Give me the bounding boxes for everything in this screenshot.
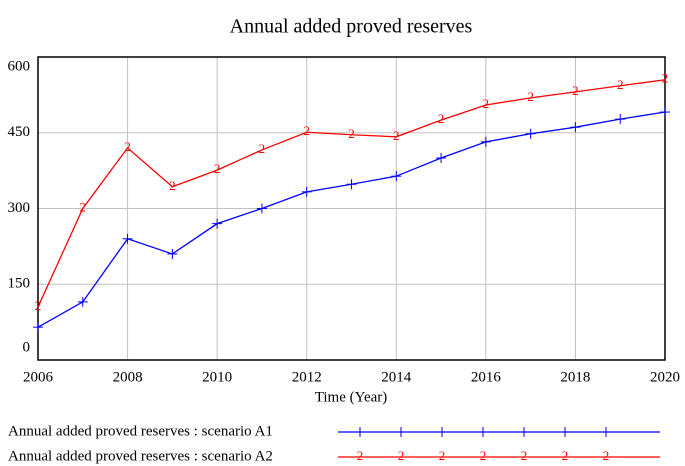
marker: 2 — [398, 448, 405, 463]
legend-label: Annual added proved reserves : scenario … — [8, 448, 273, 464]
chart-title: Annual added proved reserves — [230, 16, 473, 38]
marker: 2 — [527, 89, 534, 104]
marker: 2 — [562, 448, 569, 463]
marker — [396, 427, 406, 437]
marker: 2 — [393, 128, 400, 143]
marker: 2 — [124, 139, 131, 154]
marker — [570, 122, 581, 133]
x-tick-label: 2020 — [650, 369, 680, 385]
marker: 2 — [438, 111, 445, 126]
y-tick-label: 300 — [8, 200, 31, 216]
y-tick-label: 150 — [8, 276, 31, 292]
marker — [167, 248, 178, 259]
series-line — [37, 79, 666, 308]
marker: 2 — [521, 448, 528, 463]
marker — [346, 179, 357, 190]
marker: 2 — [303, 123, 310, 138]
x-tick-label: 2014 — [381, 369, 412, 385]
marker — [660, 107, 670, 118]
y-tick-label: 450 — [8, 124, 31, 140]
marker: 2 — [80, 199, 87, 214]
marker: 2 — [603, 448, 610, 463]
marker — [355, 427, 365, 437]
marker: 2 — [259, 141, 266, 156]
marker: 2 — [214, 161, 221, 176]
marker: 2 — [483, 96, 490, 111]
marker — [122, 233, 133, 244]
series-line — [37, 111, 666, 328]
marker — [436, 153, 447, 163]
x-axis-label: Time (Year) — [315, 389, 388, 405]
marker — [480, 136, 491, 147]
marker — [77, 296, 88, 307]
marker — [256, 203, 267, 214]
marker — [301, 186, 312, 197]
marker: 2 — [439, 448, 446, 463]
x-tick-label: 2012 — [292, 369, 322, 385]
marker — [615, 114, 626, 125]
marker — [525, 128, 536, 139]
marker — [33, 322, 43, 333]
marker: 2 — [662, 71, 669, 86]
marker — [560, 427, 570, 437]
marker — [212, 218, 223, 229]
marker: 2 — [35, 298, 42, 313]
marker — [391, 171, 402, 182]
marker — [437, 427, 447, 437]
marker: 2 — [480, 448, 487, 463]
x-tick-label: 2008 — [113, 369, 143, 385]
marker: 2 — [572, 83, 579, 98]
x-tick-label: 2006 — [23, 369, 54, 385]
marker: 2 — [617, 77, 624, 92]
marker — [601, 427, 611, 437]
marker: 2 — [169, 178, 176, 193]
marker: 2 — [348, 126, 355, 141]
y-tick-label: 600 — [8, 58, 31, 74]
y-tick-label: 0 — [23, 339, 31, 355]
marker — [519, 427, 529, 437]
x-tick-label: 2018 — [560, 369, 590, 385]
legend-label: Annual added proved reserves : scenario … — [8, 423, 273, 439]
marker: 2 — [357, 448, 364, 463]
plot-border — [37, 56, 666, 361]
marker — [478, 427, 488, 437]
x-tick-label: 2010 — [202, 369, 232, 385]
x-tick-label: 2016 — [471, 369, 502, 385]
